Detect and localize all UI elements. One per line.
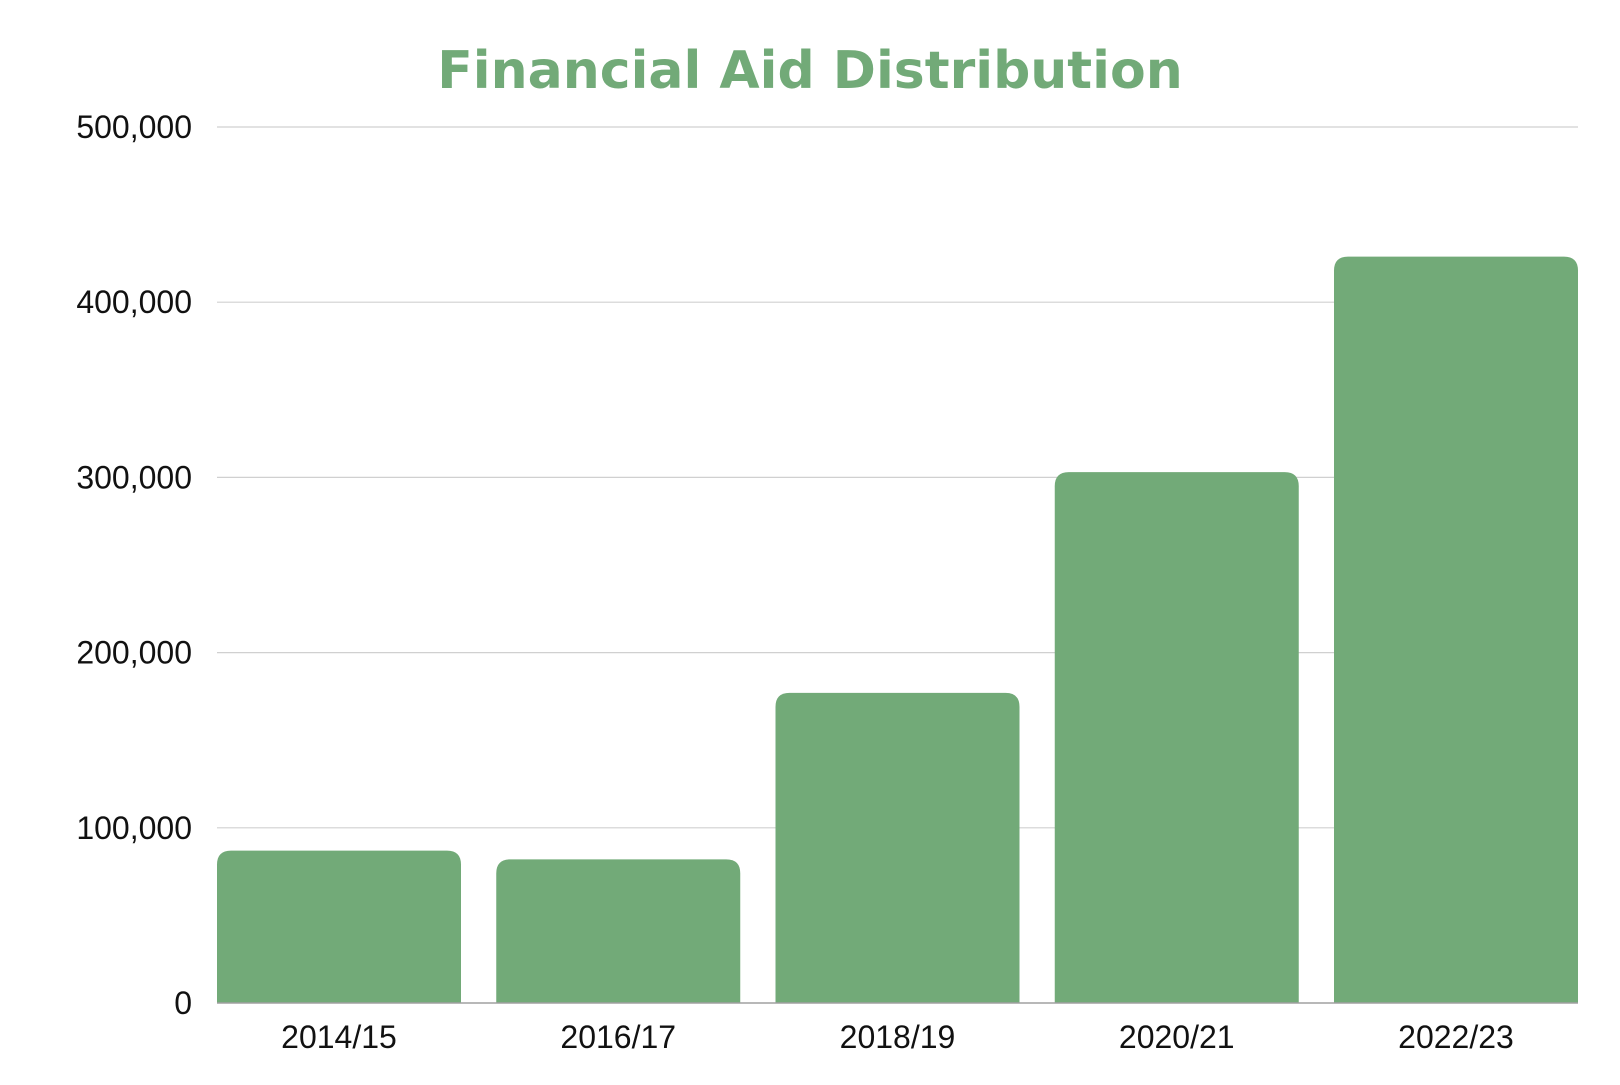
y-tick-label: 100,000	[76, 810, 192, 846]
y-tick-label: 200,000	[76, 635, 192, 671]
y-tick-label: 0	[174, 985, 192, 1021]
x-tick-label: 2022/23	[1398, 1019, 1514, 1055]
x-tick-label: 2018/19	[840, 1019, 956, 1055]
y-tick-label: 400,000	[76, 284, 192, 320]
bar	[1054, 472, 1299, 1003]
chart-title: Financial Aid Distribution	[437, 41, 1182, 101]
bar	[775, 692, 1020, 1003]
x-tick-label: 2020/21	[1119, 1019, 1235, 1055]
bar	[496, 859, 741, 1003]
y-tick-label: 500,000	[76, 109, 192, 145]
x-tick-label: 2016/17	[560, 1019, 676, 1055]
bar	[217, 850, 461, 1003]
x-tick-label: 2014/15	[281, 1019, 397, 1055]
x-axis-tick-labels: 2014/15 2016/17 2018/19 2020/21 2022/23	[281, 1019, 1514, 1055]
bars	[217, 256, 1578, 1003]
bar	[1334, 256, 1578, 1003]
y-axis-tick-labels: 0 100,000 200,000 300,000 400,000 500,000	[76, 109, 192, 1021]
y-tick-label: 300,000	[76, 459, 192, 495]
